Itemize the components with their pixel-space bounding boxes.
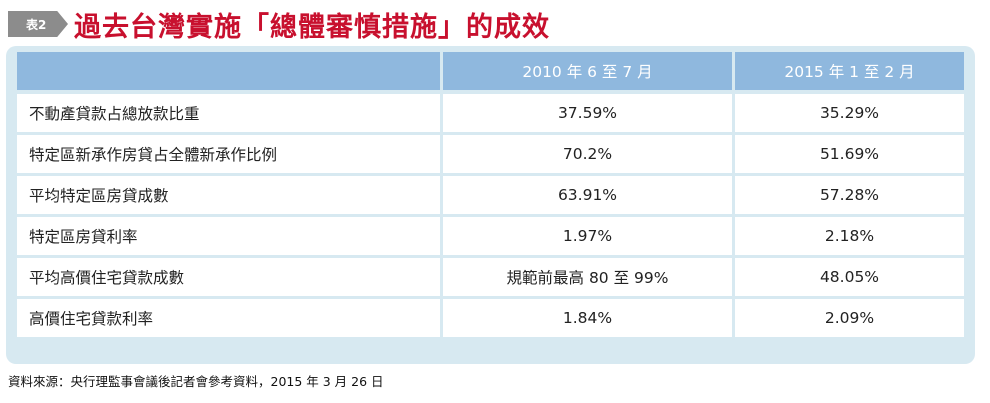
- data-table: 2010 年 6 至 7 月 2015 年 1 至 2 月 不動產貸款占總放款比…: [17, 52, 964, 340]
- table-panel: 2010 年 6 至 7 月 2015 年 1 至 2 月 不動產貸款占總放款比…: [6, 46, 975, 364]
- value-2015: 48.05%: [735, 258, 964, 296]
- value-2010: 1.84%: [443, 299, 732, 337]
- table-row: 平均高價住宅貸款成數 規範前最高 80 至 99% 48.05%: [17, 258, 964, 296]
- row-label: 不動產貸款占總放款比重: [17, 94, 440, 132]
- value-2010: 37.59%: [443, 94, 732, 132]
- header-cell-blank: [17, 52, 440, 90]
- row-label: 特定區房貸利率: [17, 217, 440, 255]
- table-number-tag: 表2: [8, 11, 68, 37]
- row-label: 高價住宅貸款利率: [17, 299, 440, 337]
- row-label: 平均高價住宅貸款成數: [17, 258, 440, 296]
- row-label: 平均特定區房貸成數: [17, 176, 440, 214]
- value-2010: 規範前最高 80 至 99%: [443, 258, 732, 296]
- source-note: 資料來源：央行理監事會議後記者會參考資料，2015 年 3 月 26 日: [8, 374, 384, 389]
- table-header-row: 2010 年 6 至 7 月 2015 年 1 至 2 月: [17, 52, 964, 90]
- page-title: 過去台灣實施「總體審慎措施」的成效: [74, 11, 550, 43]
- value-2015: 2.09%: [735, 299, 964, 337]
- value-2010: 63.91%: [443, 176, 732, 214]
- header-cell-2010: 2010 年 6 至 7 月: [443, 52, 732, 90]
- value-2015: 51.69%: [735, 135, 964, 173]
- value-2015: 57.28%: [735, 176, 964, 214]
- row-label: 特定區新承作房貸占全體新承作比例: [17, 135, 440, 173]
- header-cell-2015: 2015 年 1 至 2 月: [735, 52, 964, 90]
- table-row: 不動產貸款占總放款比重 37.59% 35.29%: [17, 94, 964, 132]
- table-row: 平均特定區房貸成數 63.91% 57.28%: [17, 176, 964, 214]
- title-bar: 表2 過去台灣實施「總體審慎措施」的成效: [8, 6, 550, 43]
- value-2010: 70.2%: [443, 135, 732, 173]
- table-row: 特定區房貸利率 1.97% 2.18%: [17, 217, 964, 255]
- value-2010: 1.97%: [443, 217, 732, 255]
- table-row: 高價住宅貸款利率 1.84% 2.09%: [17, 299, 964, 337]
- table-row: 特定區新承作房貸占全體新承作比例 70.2% 51.69%: [17, 135, 964, 173]
- value-2015: 2.18%: [735, 217, 964, 255]
- value-2015: 35.29%: [735, 94, 964, 132]
